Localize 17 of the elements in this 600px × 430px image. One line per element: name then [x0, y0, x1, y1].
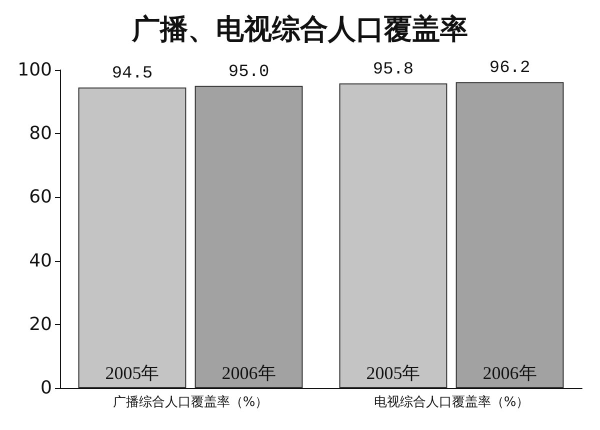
y-tick-label: 0	[40, 378, 52, 398]
text: 2006年	[482, 363, 537, 383]
data-label: 95.0	[228, 62, 270, 82]
x-tick-label: 广播综合人口覆盖率（%）	[112, 394, 268, 410]
x-tick-label: 电视综合人口覆盖率（%）	[374, 394, 530, 410]
y-tick-label: 20	[29, 314, 52, 335]
data-label: 96.2	[489, 59, 530, 78]
y-tick-label: 60	[29, 186, 52, 208]
chart-title: 广播、电视综合人口覆盖率	[131, 12, 468, 46]
series-label: 2006年	[222, 363, 276, 383]
y-tick-label: 80	[29, 123, 52, 144]
text: 2005年	[366, 363, 420, 383]
data-label: 95.8	[372, 60, 414, 80]
y-tick-label: 100	[18, 60, 52, 80]
data-label: 94.5	[112, 64, 153, 84]
y-tick-label: 40	[29, 250, 52, 272]
series-label: 2005年	[105, 363, 160, 383]
